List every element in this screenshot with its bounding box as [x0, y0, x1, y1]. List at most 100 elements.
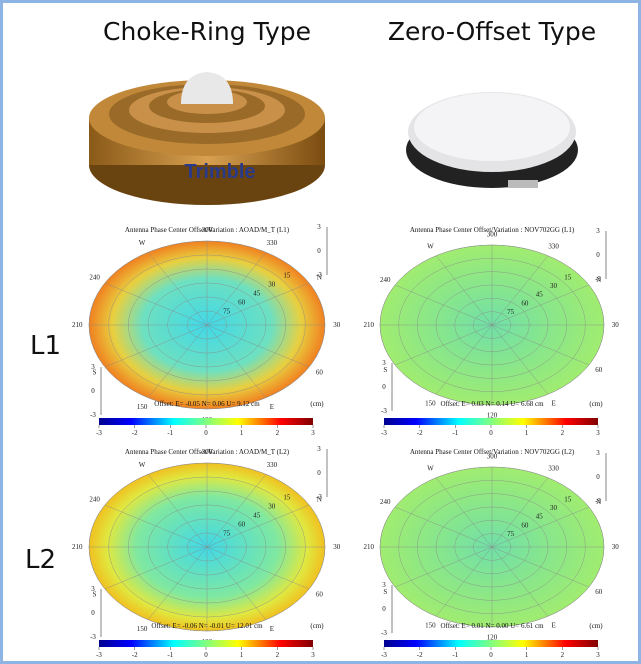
scale-label: 3	[382, 359, 386, 367]
scale-label: 0	[382, 605, 386, 613]
elevation-label: 45	[253, 289, 261, 297]
elevation-label: 75	[507, 530, 515, 538]
azimuth-label: W	[139, 239, 146, 247]
azimuth-label: W	[427, 243, 434, 251]
scale-label: -3	[90, 633, 96, 641]
azimuth-label: 150	[425, 399, 436, 407]
elevation-label: 30	[268, 502, 276, 510]
azimuth-label: E	[551, 399, 555, 407]
scale-label: 3	[91, 363, 95, 371]
elevation-label: 30	[550, 504, 558, 512]
scale-label: 0	[317, 469, 321, 477]
colorbar-label: -3	[96, 651, 102, 659]
colorbar-label: -2	[132, 651, 138, 659]
colorbar-label: -3	[96, 429, 102, 437]
colorbar	[384, 418, 598, 425]
azimuth-label: 240	[380, 276, 391, 284]
offset-text: Offset: E= 0.03 N= 0.14 U= 6.68 cm	[440, 400, 544, 408]
offset-text: Offset: E= -0.06 N= -0.01 U= 12.01 cm	[151, 622, 263, 630]
scale-label: 0	[596, 473, 600, 481]
colorbar-label: -2	[132, 429, 138, 437]
colorbar-label: 3	[596, 651, 600, 659]
colorbar-label: -2	[417, 429, 423, 437]
azimuth-label: 60	[316, 590, 324, 598]
scale-label: -3	[316, 493, 322, 501]
elevation-label: 45	[536, 291, 544, 299]
elevation-label: 75	[223, 529, 231, 537]
scale-label: -3	[381, 407, 387, 415]
azimuth-label: E	[270, 403, 274, 411]
azimuth-label: 150	[137, 403, 148, 411]
logo: Trimble	[184, 161, 255, 183]
scale-label: 0	[317, 247, 321, 255]
unit-label: (cm)	[589, 622, 603, 630]
colorbar-label: -1	[167, 651, 173, 659]
zero-offset-photo	[406, 92, 578, 188]
azimuth-label: 60	[595, 588, 603, 596]
scale-label: 3	[596, 449, 600, 457]
colorbar-label: 3	[311, 651, 315, 659]
azimuth-label: E	[551, 621, 555, 629]
elevation-label: 60	[238, 298, 246, 306]
scale-label: 3	[91, 585, 95, 593]
elevation-label: 15	[564, 274, 572, 282]
column-header: Choke-Ring Type	[103, 17, 311, 46]
azimuth-label: 210	[72, 543, 83, 551]
colorbar-label: 2	[276, 429, 280, 437]
elevation-label: 15	[564, 496, 572, 504]
row-label: L2	[25, 545, 56, 575]
elevation-label: 15	[283, 271, 291, 279]
azimuth-label: 150	[425, 621, 436, 629]
colorbar-label: 2	[561, 651, 565, 659]
colorbar-label: -3	[381, 651, 387, 659]
colorbar-label: 1	[525, 429, 529, 437]
elevation-label: 60	[238, 520, 246, 528]
colorbar-label: 0	[204, 429, 208, 437]
azimuth-label: 240	[380, 498, 391, 506]
colorbar-label: -1	[452, 651, 458, 659]
offset-text: Offset: E= 0.01 N= 0.00 U= 6.61 cm	[440, 622, 544, 630]
scale-label: 3	[317, 223, 321, 231]
row-label: L1	[30, 331, 61, 361]
azimuth-label: 300	[202, 448, 213, 456]
colorbar-label: 0	[489, 429, 493, 437]
azimuth-label: 30	[612, 321, 620, 329]
colorbar-label: 1	[240, 651, 244, 659]
azimuth-label: 60	[595, 366, 603, 374]
colorbar	[99, 640, 313, 647]
azimuth-label: 60	[316, 368, 324, 376]
azimuth-label: E	[270, 625, 274, 633]
azimuth-label: 30	[612, 543, 620, 551]
elevation-label: 60	[521, 299, 529, 307]
azimuth-label: 330	[548, 465, 559, 473]
azimuth-label: 240	[89, 496, 100, 504]
colorbar-label: 3	[311, 429, 315, 437]
elevation-label: 45	[536, 513, 544, 521]
elevation-label: 75	[223, 307, 231, 315]
colorbar-label: 0	[489, 651, 493, 659]
scale-label: 0	[91, 387, 95, 395]
azimuth-label: 300	[487, 453, 498, 461]
scale-label: 0	[91, 609, 95, 617]
unit-label: (cm)	[310, 622, 324, 630]
colorbar-label: -3	[381, 429, 387, 437]
elevation-label: 30	[268, 280, 276, 288]
azimuth-label: 30	[333, 321, 341, 329]
colorbar-label: 2	[561, 429, 565, 437]
scale-label: 3	[382, 581, 386, 589]
colorbar-label: -1	[167, 429, 173, 437]
colorbar-label: 1	[525, 651, 529, 659]
offset-text: Offset: E= -0.05 N= 0.06 U= 9.12 cm	[154, 400, 260, 408]
elevation-label: 60	[521, 521, 529, 529]
azimuth-label: S	[383, 588, 387, 596]
azimuth-label: 300	[487, 231, 498, 239]
column-header: Zero-Offset Type	[388, 17, 596, 46]
scale-label: -3	[316, 271, 322, 279]
azimuth-label: 300	[202, 226, 213, 234]
azimuth-label: W	[427, 465, 434, 473]
scale-label: 0	[382, 383, 386, 391]
figure: Choke-Ring Type Zero-Offset Type Trimble…	[0, 0, 641, 664]
choke-ring-photo: Trimble	[89, 72, 325, 205]
elevation-label: 75	[507, 308, 515, 316]
elevation-label: 30	[550, 282, 558, 290]
